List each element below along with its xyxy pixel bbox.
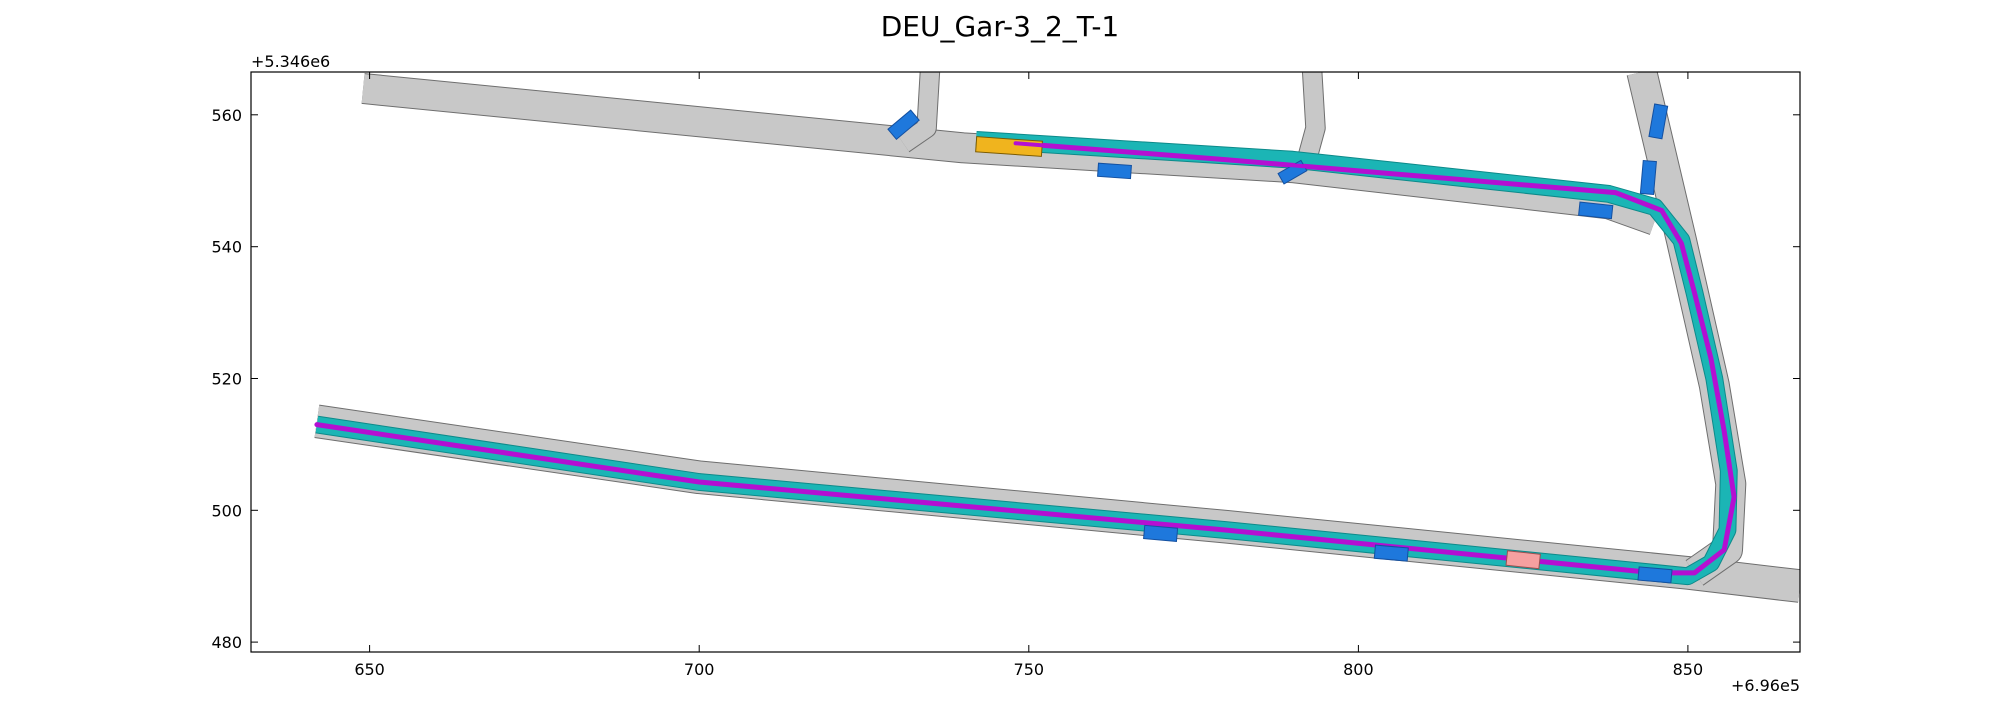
obstacle-vehicle <box>887 109 920 141</box>
obstacle-vehicle <box>1143 524 1179 542</box>
x-tick-label: 750 <box>1014 660 1045 679</box>
obstacle-vehicle <box>1637 566 1673 584</box>
obstacle-vehicle <box>1373 544 1409 562</box>
axes-frame <box>250 71 1801 653</box>
x-tick-label: 650 <box>354 660 385 679</box>
x-tick-label: 700 <box>684 660 715 679</box>
obstacle-vehicle <box>1639 159 1657 196</box>
x-tick-label: 850 <box>1673 660 1704 679</box>
goal-region <box>1505 550 1541 570</box>
stub-middle <box>1296 72 1325 167</box>
axes: 650 700 750 800 850 480 500 520 540 560 <box>211 71 1801 679</box>
y-tick-label: 540 <box>211 238 242 257</box>
obstacle-vehicle <box>1648 103 1669 140</box>
y-tick-label: 500 <box>211 501 242 520</box>
y-tick-label: 560 <box>211 106 242 125</box>
y-axis-offset-label: +5.346e6 <box>251 52 330 71</box>
planned-path <box>314 140 1737 576</box>
stub-west <box>898 72 940 152</box>
planned-path-end <box>1013 141 1361 173</box>
x-tick-label: 800 <box>1343 660 1374 679</box>
ego-vehicle <box>975 136 1043 157</box>
y-tick-label: 480 <box>211 633 242 652</box>
y-tick-label: 520 <box>211 370 242 389</box>
right-connector <box>1627 72 1746 585</box>
chart-title: DEU_Gar-3_2_T-1 <box>881 10 1120 43</box>
obstacle-vehicle <box>1097 162 1132 180</box>
map-layer <box>314 72 1800 603</box>
obstacle-vehicle <box>1578 201 1614 220</box>
x-axis-offset-label: +6.96e5 <box>1731 676 1800 695</box>
